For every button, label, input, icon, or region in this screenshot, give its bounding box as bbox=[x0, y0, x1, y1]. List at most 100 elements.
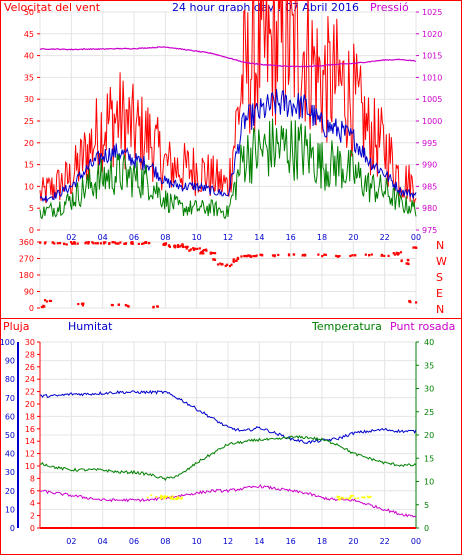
wind-direction-point bbox=[302, 253, 305, 257]
apparent-temperature-points bbox=[345, 497, 348, 499]
pressure-tick-label: 995 bbox=[422, 139, 437, 148]
wind-direction-point bbox=[354, 254, 357, 257]
humidity-tick-label: 100 bbox=[0, 338, 15, 347]
wind-direction-point bbox=[415, 301, 418, 304]
wind-direction-point bbox=[141, 242, 144, 246]
apparent-temperature-points bbox=[340, 496, 343, 499]
wind-direction-point bbox=[51, 241, 54, 244]
rain-tick-label: 14 bbox=[25, 437, 35, 446]
wind-direction-point bbox=[383, 254, 386, 258]
humidity-tick-label: 40 bbox=[5, 450, 15, 459]
wind-direction-point bbox=[94, 242, 98, 245]
apparent-temperature-points bbox=[362, 496, 365, 498]
apparent-temperature-points bbox=[176, 496, 179, 498]
humidity-x-tick-label: 10 bbox=[192, 537, 202, 546]
humidity-tick-label: 90 bbox=[5, 357, 15, 366]
rain-tick-label: 12 bbox=[25, 450, 35, 459]
wind-direction-point bbox=[397, 252, 400, 255]
wind-direction-point bbox=[156, 305, 159, 308]
wind-speed-tick-label: 15 bbox=[24, 161, 34, 170]
rain-tick-label: 30 bbox=[25, 338, 35, 347]
wind-direction-point bbox=[62, 242, 66, 245]
humidity-x-tick-label: 12 bbox=[223, 537, 233, 546]
wind-direction-point bbox=[71, 242, 74, 245]
wind-direction-point bbox=[87, 242, 90, 245]
wind-direction-point bbox=[335, 254, 338, 257]
wind-direction-point bbox=[203, 248, 206, 252]
pressure-tick-label: 985 bbox=[422, 182, 437, 191]
wind-direction-point bbox=[69, 241, 73, 244]
wind-speed-tick-label: 25 bbox=[24, 117, 34, 126]
wind-direction-point bbox=[65, 243, 68, 246]
wind-x-tick-label: 00 bbox=[411, 233, 421, 242]
wind-direction-point bbox=[124, 242, 128, 245]
wind-direction-point bbox=[164, 243, 167, 246]
wind-direction-point bbox=[198, 247, 201, 250]
apparent-temperature-points bbox=[159, 497, 162, 500]
wind-speed-tick-label: 20 bbox=[24, 139, 34, 148]
wind-direction-point bbox=[209, 252, 213, 255]
wind-direction-point bbox=[196, 247, 199, 251]
wind-direction-point bbox=[387, 254, 390, 258]
apparent-temperature-points bbox=[164, 496, 167, 499]
rain-tick-label: 26 bbox=[25, 363, 35, 372]
rain-tick-label: 28 bbox=[25, 350, 35, 359]
wind-direction-plot: 0 90 180 270 360 bbox=[19, 238, 418, 313]
apparent-temperature-points bbox=[338, 495, 341, 498]
direction-tick-label: 180 bbox=[19, 271, 34, 280]
wind-direction-point bbox=[49, 299, 53, 303]
apparent-temperature-points bbox=[180, 496, 183, 499]
apparent-temperature-points bbox=[163, 497, 166, 500]
apparent-temperature-points bbox=[363, 496, 366, 499]
humidity-tick-label: 70 bbox=[5, 394, 15, 403]
wind-direction-point bbox=[255, 254, 258, 257]
wind-direction-point bbox=[412, 246, 415, 249]
wind-direction-point bbox=[176, 245, 180, 249]
wind-x-tick-label: 20 bbox=[348, 233, 358, 242]
humidity-tick-label: 30 bbox=[5, 468, 15, 477]
wind-direction-point bbox=[102, 242, 106, 245]
wind-direction-point bbox=[370, 253, 373, 256]
wind-direction-point bbox=[114, 242, 118, 245]
wind-direction-point bbox=[400, 259, 403, 262]
wind-direction-point bbox=[259, 253, 262, 256]
apparent-temperature-points bbox=[176, 497, 179, 499]
wind-direction-point bbox=[193, 247, 196, 250]
wind-direction-point bbox=[232, 260, 235, 263]
rain-tick-label: 16 bbox=[25, 425, 35, 434]
apparent-temperature-points bbox=[171, 497, 174, 500]
wind-direction-point bbox=[304, 254, 307, 257]
pressure-tick-label: 990 bbox=[422, 161, 437, 170]
apparent-temperature-points bbox=[336, 496, 339, 499]
wind-direction-point bbox=[413, 246, 416, 249]
wind-direction-point bbox=[96, 242, 99, 245]
wind-direction-compass-labels: N W S E N bbox=[436, 239, 447, 316]
wind-direction-point bbox=[58, 242, 62, 245]
wind-direction-point bbox=[232, 258, 235, 261]
apparent-temperature-points bbox=[168, 496, 171, 498]
wind-x-tick-label: 02 bbox=[66, 233, 76, 242]
temperature-line bbox=[39, 435, 417, 482]
temperature-tick-label: 40 bbox=[424, 338, 434, 347]
wind-direction-point bbox=[84, 242, 87, 245]
rain-axis-title: Pluja bbox=[3, 320, 29, 333]
wind-direction-point bbox=[126, 304, 130, 308]
humidity-tick-label: 20 bbox=[5, 487, 15, 496]
wind-direction-point bbox=[77, 302, 80, 306]
apparent-temperature-points bbox=[155, 496, 158, 498]
apparent-temperature-points bbox=[352, 494, 355, 497]
wind-direction-point bbox=[405, 262, 408, 265]
wind-direction-point bbox=[260, 254, 264, 257]
humidity-x-tick-label: 16 bbox=[286, 537, 296, 546]
wind-direction-point bbox=[76, 242, 79, 245]
humidity-x-tick-label: 00 bbox=[411, 537, 421, 546]
wind-direction-point bbox=[137, 242, 140, 246]
wind-direction-point bbox=[167, 244, 171, 247]
temperature-tick-label: 5 bbox=[424, 501, 429, 510]
apparent-temperature-points bbox=[361, 496, 364, 498]
humidity-x-tick-label: 20 bbox=[348, 537, 358, 546]
wind-direction-point bbox=[111, 241, 114, 244]
wind-direction-point bbox=[174, 246, 177, 249]
wind-direction-point bbox=[142, 242, 145, 245]
temperature-tick-label: 15 bbox=[424, 454, 434, 463]
